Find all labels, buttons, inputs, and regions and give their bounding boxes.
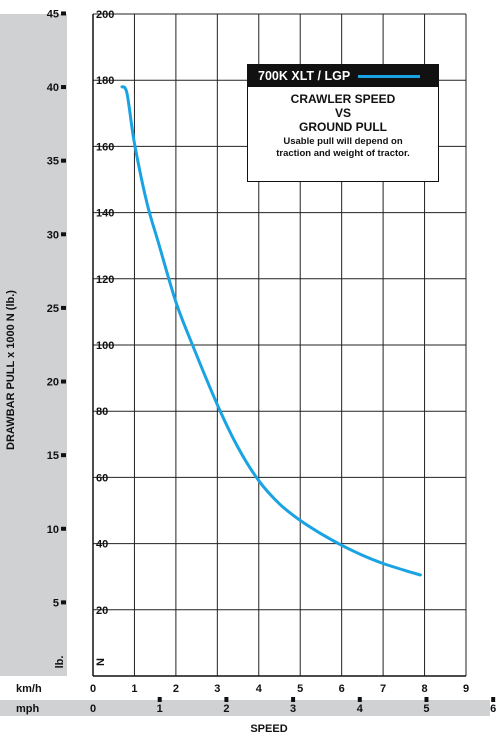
legend-line-1: CRAWLER SPEED xyxy=(290,92,396,106)
y-tick-label-lb: 40 xyxy=(47,82,59,94)
legend-series-name: 700K XLT / LGP xyxy=(258,69,351,83)
x-unit-kmh: km/h xyxy=(16,683,42,695)
x-tick-label-mph: 5 xyxy=(423,703,429,715)
y-tick-label-lb: 15 xyxy=(47,450,59,462)
y-tick-mark-lb xyxy=(61,379,66,384)
x-tick-label-kmh: 0 xyxy=(90,683,96,695)
legend-body: CRAWLER SPEED VS GROUND PULL Usable pull… xyxy=(248,87,438,160)
y-tick-label-n: 140 xyxy=(96,208,114,220)
y-tick-label-n: 60 xyxy=(96,472,108,484)
x-tick-mark-mph xyxy=(291,697,296,702)
x-tick-label-mph: 6 xyxy=(490,703,496,715)
y-tick-mark-lb xyxy=(61,85,66,90)
x-tick-mark-mph xyxy=(224,697,229,702)
x-tick-label-kmh: 8 xyxy=(421,683,427,695)
y-tick-mark-lb xyxy=(61,305,66,310)
y-tick-mark-lb xyxy=(61,453,66,458)
y-unit-n: N xyxy=(95,658,107,666)
legend-note-1: Usable pull will depend on xyxy=(283,136,403,147)
x-tick-label-mph: 1 xyxy=(157,703,163,715)
legend-line-3: GROUND PULL xyxy=(299,120,387,134)
legend: 700K XLT / LGP CRAWLER SPEED VS GROUND P… xyxy=(247,64,439,182)
x-axis-title: SPEED xyxy=(250,723,287,735)
y-tick-label-lb: 30 xyxy=(47,229,59,241)
y-tick-mark-lb xyxy=(61,11,66,16)
x-tick-label-kmh: 9 xyxy=(463,683,469,695)
y-axis-label-box: DRAWBAR PULL x 1000 N (lb.) xyxy=(5,290,17,450)
legend-series-swatch xyxy=(358,74,421,78)
x-tick-mark-mph xyxy=(157,697,162,702)
y-tick-label-lb: 20 xyxy=(47,377,59,389)
series-line xyxy=(120,85,422,577)
y-tick-mark-lb xyxy=(61,600,66,605)
x-tick-label-kmh: 4 xyxy=(256,683,263,695)
mph-scale-band xyxy=(0,700,490,716)
y-tick-label-n: 20 xyxy=(96,605,108,617)
x-tick-label-kmh: 3 xyxy=(214,683,220,695)
y-tick-label-n: 120 xyxy=(96,274,114,286)
x-tick-label-kmh: 5 xyxy=(297,683,303,695)
legend-line-2: VS xyxy=(334,106,351,120)
legend-header: 700K XLT / LGP xyxy=(248,65,438,87)
y-tick-label-lb: 5 xyxy=(53,597,59,609)
y-unit-lb: lb. xyxy=(54,656,66,669)
lb-scale-band xyxy=(0,14,67,676)
y-axis-title: DRAWBAR PULL x 1000 N (lb.) xyxy=(5,290,17,450)
x-tick-label-mph: 0 xyxy=(90,703,96,715)
x-tick-label-mph: 3 xyxy=(290,703,296,715)
y-tick-label-n: 80 xyxy=(96,406,108,418)
y-tick-label-n: 200 xyxy=(96,9,114,21)
y-tick-mark-lb xyxy=(61,232,66,237)
x-tick-label-kmh: 7 xyxy=(380,683,386,695)
y-tick-label-n: 100 xyxy=(96,340,114,352)
x-tick-mark-mph xyxy=(491,697,496,702)
y-tick-label-n: 40 xyxy=(96,539,108,551)
x-tick-label-kmh: 1 xyxy=(131,683,137,695)
y-tick-label-n: 160 xyxy=(96,141,114,153)
x-tick-label-mph: 2 xyxy=(223,703,229,715)
y-tick-label-lb: 35 xyxy=(47,156,59,168)
x-tick-label-mph: 4 xyxy=(357,703,364,715)
legend-note-2: traction and weight of tractor. xyxy=(276,148,410,159)
x-tick-label-kmh: 6 xyxy=(339,683,345,695)
y-tick-label-lb: 25 xyxy=(47,303,59,315)
y-tick-label-n: 180 xyxy=(96,75,114,87)
y-tick-mark-lb xyxy=(61,158,66,163)
y-tick-mark-lb xyxy=(61,526,66,531)
y-tick-label-lb: 45 xyxy=(47,8,59,20)
x-tick-label-kmh: 2 xyxy=(173,683,179,695)
x-tick-mark-mph xyxy=(357,697,362,702)
x-tick-mark-mph xyxy=(424,697,429,702)
x-unit-mph: mph xyxy=(16,703,40,715)
y-tick-label-lb: 10 xyxy=(47,524,59,536)
